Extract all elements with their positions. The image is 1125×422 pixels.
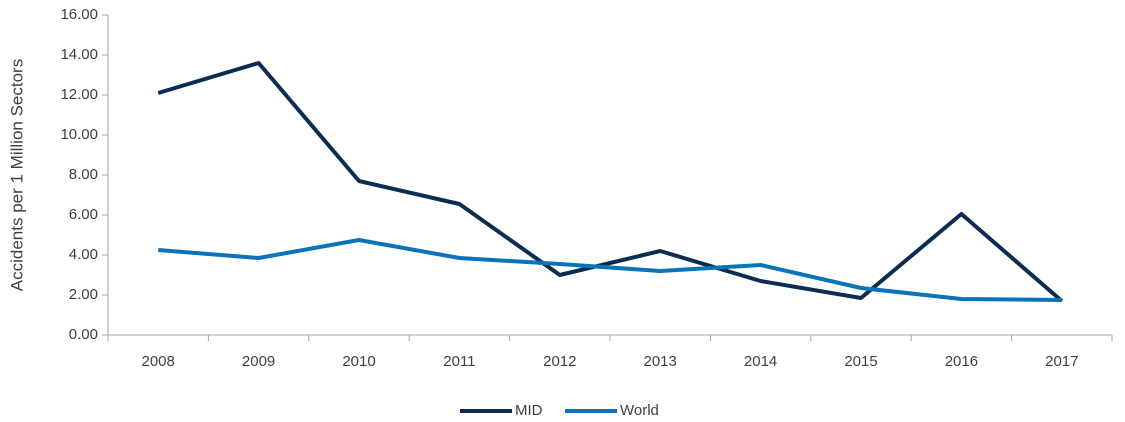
y-tick-label: 4.00 <box>69 246 98 263</box>
x-tick-label: 2014 <box>744 353 777 370</box>
x-tick-label: 2009 <box>242 353 275 370</box>
x-tick-label: 2008 <box>142 353 175 370</box>
y-tick-label: 10.00 <box>60 126 98 143</box>
legend-label: MID <box>515 402 543 419</box>
y-axis-label: Accidents per 1 Million Sectors <box>7 59 26 291</box>
y-tick-label: 8.00 <box>69 166 98 183</box>
x-tick-label: 2011 <box>443 353 475 370</box>
y-tick-label: 2.00 <box>69 286 98 303</box>
x-tick-label: 2013 <box>644 353 677 370</box>
y-tick-label: 14.00 <box>60 46 98 63</box>
y-tick-label: 6.00 <box>69 206 98 223</box>
y-tick-label: 16.00 <box>60 6 98 23</box>
x-tick-label: 2015 <box>844 353 877 370</box>
x-tick-label: 2012 <box>543 353 576 370</box>
x-tick-label: 2016 <box>945 353 978 370</box>
y-tick-label: 12.00 <box>60 86 98 103</box>
data-line <box>157 61 1064 303</box>
y-tick-label: 0.00 <box>69 326 98 343</box>
legend-label: World <box>620 402 659 419</box>
x-tick-label: 2010 <box>342 353 375 370</box>
data-line <box>158 238 1062 302</box>
x-tick-label: 2017 <box>1045 353 1078 370</box>
